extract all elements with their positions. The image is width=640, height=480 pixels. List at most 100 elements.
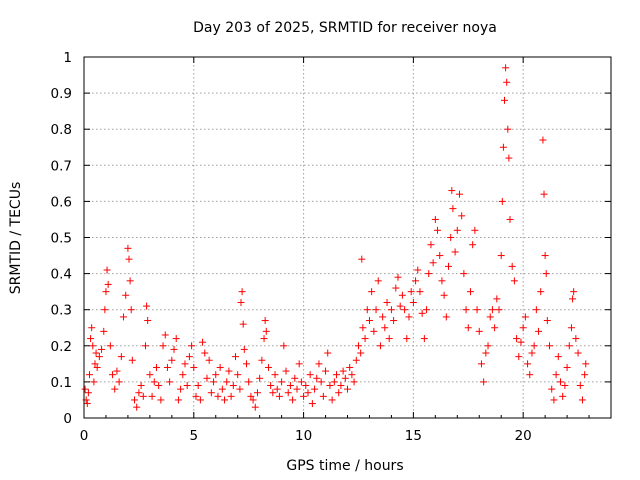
data-point <box>120 313 128 321</box>
x-tick-label: 0 <box>80 428 89 444</box>
data-point <box>103 266 111 274</box>
data-point <box>370 327 378 335</box>
data-point <box>526 371 534 379</box>
data-point <box>166 378 174 386</box>
data-point <box>291 374 299 382</box>
data-point <box>521 313 529 321</box>
data-point <box>423 306 431 314</box>
data-point <box>429 259 437 267</box>
data-point <box>122 291 130 299</box>
data-point <box>117 353 125 361</box>
data-point <box>161 331 169 339</box>
data-point <box>237 298 245 306</box>
y-tick-label: 0.6 <box>51 194 72 210</box>
data-point <box>212 371 220 379</box>
data-point <box>497 252 505 260</box>
data-point <box>387 306 395 314</box>
data-point <box>304 389 312 397</box>
data-point <box>313 374 321 382</box>
data-point <box>177 385 185 393</box>
data-point <box>548 385 556 393</box>
data-point <box>83 400 91 408</box>
data-point <box>326 382 334 390</box>
data-point <box>306 371 314 379</box>
data-point <box>269 389 277 397</box>
data-point <box>543 317 551 325</box>
data-point <box>488 306 496 314</box>
data-point <box>157 396 165 404</box>
data-point <box>238 288 246 296</box>
data-point <box>143 302 151 310</box>
axis-ticks: 0 5 10 15 20 0 0.1 0.2 0.3 0.4 0.5 0.6 0.7 0.8 0.9 1 <box>51 50 612 444</box>
data-point <box>91 360 99 368</box>
y-axis-label: SRMTID / TECUs <box>8 182 24 295</box>
data-point <box>348 371 356 379</box>
data-point <box>569 295 577 303</box>
data-point <box>392 284 400 292</box>
data-point <box>225 367 233 375</box>
x-tick-label: 10 <box>295 428 312 444</box>
chart-title: Day 203 of 2025, SRMTID for receiver noy… <box>193 20 497 36</box>
data-point <box>471 226 479 234</box>
plot-frame <box>83 56 612 419</box>
data-point <box>383 298 391 306</box>
data-point <box>88 324 96 332</box>
data-point <box>368 288 376 296</box>
y-tick-label: 0.4 <box>51 267 72 283</box>
data-point <box>542 270 550 278</box>
data-point <box>425 270 433 278</box>
data-point <box>273 385 281 393</box>
data-point <box>95 353 103 361</box>
data-point <box>554 353 562 361</box>
x-tick-label: 5 <box>189 428 198 444</box>
data-point <box>174 396 182 404</box>
grid <box>84 57 611 418</box>
data-point <box>363 306 371 314</box>
data-point <box>234 371 242 379</box>
data-point <box>221 396 229 404</box>
data-point <box>412 277 420 285</box>
data-point <box>540 190 548 198</box>
data-point <box>460 270 468 278</box>
data-point <box>144 317 152 325</box>
data-point <box>508 262 516 270</box>
data-point <box>374 277 382 285</box>
data-point <box>431 215 439 223</box>
scatter-points <box>81 64 590 411</box>
data-point <box>168 356 176 364</box>
data-point <box>260 335 268 343</box>
data-point <box>365 317 373 325</box>
data-point <box>282 367 290 375</box>
data-point <box>546 342 554 350</box>
data-point <box>229 382 237 390</box>
data-point <box>297 378 305 386</box>
data-point <box>196 396 204 404</box>
data-point <box>376 342 384 350</box>
data-point <box>453 226 461 234</box>
data-point <box>207 389 215 397</box>
data-point <box>293 385 301 393</box>
data-point <box>155 382 163 390</box>
data-point <box>264 363 272 371</box>
data-point <box>475 327 483 335</box>
data-point <box>574 349 582 357</box>
data-point <box>267 382 275 390</box>
data-point <box>416 288 424 296</box>
data-point <box>324 349 332 357</box>
data-point <box>181 360 189 368</box>
data-point <box>501 96 509 104</box>
data-point <box>541 252 549 260</box>
data-point <box>572 335 580 343</box>
data-point <box>141 342 149 350</box>
data-point <box>418 309 426 317</box>
data-point <box>210 378 218 386</box>
data-point <box>398 291 406 299</box>
data-point <box>170 345 178 353</box>
data-point <box>317 378 325 386</box>
data-point <box>339 367 347 375</box>
data-point <box>390 317 398 325</box>
data-point <box>111 385 119 393</box>
data-point <box>159 342 167 350</box>
data-point <box>188 342 196 350</box>
data-point <box>261 317 269 325</box>
